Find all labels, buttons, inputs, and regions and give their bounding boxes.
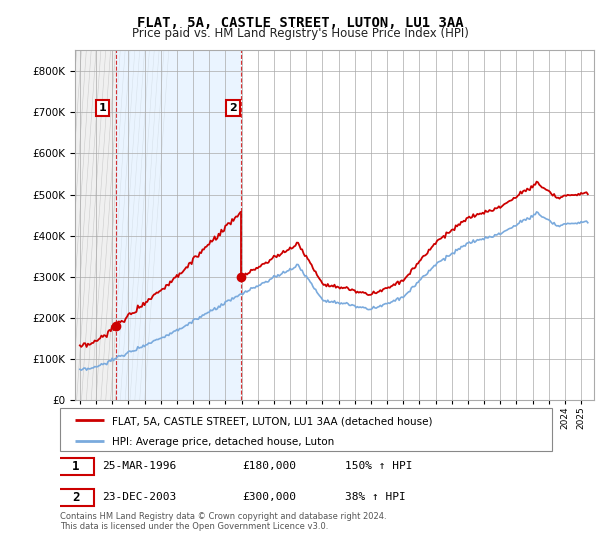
Text: 38% ↑ HPI: 38% ↑ HPI (346, 492, 406, 502)
Text: Price paid vs. HM Land Registry's House Price Index (HPI): Price paid vs. HM Land Registry's House … (131, 27, 469, 40)
Text: £180,000: £180,000 (242, 461, 296, 472)
Text: 23-DEC-2003: 23-DEC-2003 (102, 492, 176, 502)
Text: This data is licensed under the Open Government Licence v3.0.: This data is licensed under the Open Gov… (60, 522, 328, 531)
Text: FLAT, 5A, CASTLE STREET, LUTON, LU1 3AA (detached house): FLAT, 5A, CASTLE STREET, LUTON, LU1 3AA … (112, 416, 432, 426)
FancyBboxPatch shape (58, 489, 94, 506)
Bar (116, 50, 241, 400)
Text: 2: 2 (229, 103, 237, 113)
Text: 1: 1 (99, 103, 107, 113)
FancyBboxPatch shape (58, 458, 94, 475)
Text: 2: 2 (72, 491, 80, 504)
Text: 25-MAR-1996: 25-MAR-1996 (102, 461, 176, 472)
Text: FLAT, 5A, CASTLE STREET, LUTON, LU1 3AA: FLAT, 5A, CASTLE STREET, LUTON, LU1 3AA (137, 16, 463, 30)
Text: Contains HM Land Registry data © Crown copyright and database right 2024.: Contains HM Land Registry data © Crown c… (60, 512, 386, 521)
Bar (75, 50, 116, 400)
Text: HPI: Average price, detached house, Luton: HPI: Average price, detached house, Luto… (112, 437, 334, 447)
Text: £300,000: £300,000 (242, 492, 296, 502)
Text: 150% ↑ HPI: 150% ↑ HPI (346, 461, 413, 472)
Text: 1: 1 (72, 460, 80, 473)
